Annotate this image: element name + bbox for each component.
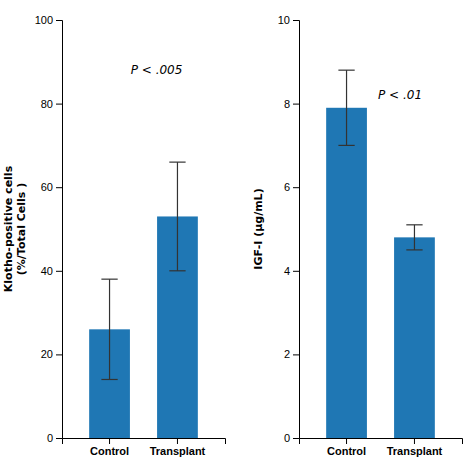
axis-domain [56, 21, 63, 439]
y-tick: 100 [35, 14, 62, 26]
y-tick: 2 [284, 348, 299, 360]
panel: 0 20 40 60 80 100 Control Transplant Klotho-posi… [2, 14, 226, 457]
tick-label: 40 [41, 265, 53, 277]
error-cap [169, 270, 185, 271]
y-axis-title-line: Klotho-positive cells [2, 165, 15, 292]
axis-domain [293, 21, 300, 439]
tick-mark [293, 354, 299, 355]
tick-mark [177, 438, 178, 444]
y-tick: 40 [41, 265, 62, 277]
tick-label: Transplant [387, 445, 443, 457]
bar [394, 237, 435, 438]
error-bar [406, 225, 422, 250]
tick-label: Transplant [150, 445, 206, 457]
tick-mark [293, 271, 299, 272]
panel: 0 2 4 6 8 10 Control Transplant IGF-I (μg/mL) P <… [252, 14, 463, 457]
y-tick: 0 [47, 432, 62, 444]
y-axis: 0 20 40 60 80 100 [35, 14, 63, 444]
plot-area [326, 70, 435, 438]
tick-label: Control [327, 445, 366, 457]
tick-mark [56, 438, 62, 439]
error-line [346, 70, 347, 145]
error-bar [338, 70, 354, 145]
error-bar [169, 162, 185, 271]
annotation: P < .01 [378, 88, 422, 102]
tick-mark [56, 271, 62, 272]
tick-mark [414, 438, 415, 444]
error-line [177, 162, 178, 271]
tick-mark [293, 187, 299, 188]
tick-label: 0 [47, 432, 53, 444]
x-tick: Control [90, 438, 129, 457]
x-axis: Control Transplant [300, 438, 463, 457]
tick-label: 10 [278, 14, 290, 26]
error-cap [406, 224, 422, 225]
y-tick: 20 [41, 348, 62, 360]
tick-label: Control [90, 445, 129, 457]
tick-label: 4 [284, 265, 290, 277]
y-tick: 4 [284, 265, 299, 277]
tick-label: 80 [41, 98, 53, 110]
y-tick: 6 [284, 181, 299, 193]
tick-mark [293, 20, 299, 21]
x-tick: Transplant [150, 438, 206, 457]
error-line [109, 279, 110, 379]
y-tick: 60 [41, 181, 62, 193]
error-cap [101, 279, 117, 280]
tick-mark [293, 438, 299, 439]
tick-label: 6 [284, 181, 290, 193]
tick-label: 8 [284, 98, 290, 110]
x-tick: Control [327, 438, 366, 457]
x-tick: Transplant [387, 438, 443, 457]
bar [326, 108, 367, 438]
error-cap [169, 162, 185, 163]
y-axis-title-line: IGF-I (μg/mL) [252, 188, 265, 269]
y-axis-title: Klotho-positive cells(%/Total Cells ) [2, 165, 28, 292]
tick-mark [109, 438, 110, 444]
tick-mark [346, 438, 347, 444]
y-tick: 10 [278, 14, 299, 26]
y-tick: 80 [41, 98, 62, 110]
error-cap [406, 249, 422, 250]
tick-label: 20 [41, 348, 53, 360]
error-cap [338, 145, 354, 146]
tick-label: 0 [284, 432, 290, 444]
error-cap [338, 70, 354, 71]
y-axis: 0 2 4 6 8 10 [278, 14, 300, 444]
tick-mark [56, 187, 62, 188]
plot-area [89, 162, 198, 438]
y-axis-title-line: (%/Total Cells ) [15, 183, 28, 275]
tick-label: 100 [35, 14, 53, 26]
tick-mark [56, 354, 62, 355]
tick-label: 60 [41, 181, 53, 193]
tick-label: 2 [284, 348, 290, 360]
axis-domain [63, 439, 226, 445]
chart: 020406080100ControlTransplantKlotho-posi… [0, 0, 474, 474]
y-axis-title: IGF-I (μg/mL) [252, 188, 265, 269]
tick-mark [56, 20, 62, 21]
error-line [414, 225, 415, 250]
axis-domain [300, 439, 463, 445]
y-tick: 0 [284, 432, 299, 444]
annotation: P < .005 [131, 63, 183, 77]
tick-mark [293, 104, 299, 105]
error-bar [101, 279, 117, 379]
tick-mark [56, 104, 62, 105]
y-tick: 8 [284, 98, 299, 110]
error-cap [101, 379, 117, 380]
x-axis: Control Transplant [63, 438, 226, 457]
